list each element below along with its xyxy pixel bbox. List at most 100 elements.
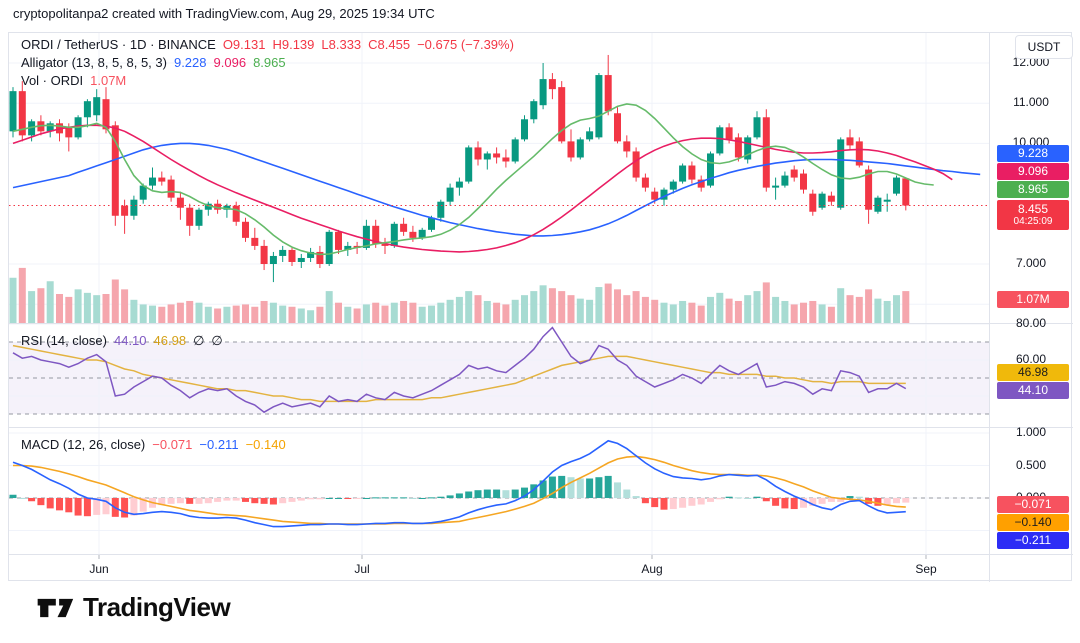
volume-bar	[493, 302, 501, 323]
alligator-teeth-value: 9.096	[213, 55, 247, 70]
macd-histogram-bar	[418, 498, 426, 499]
candle-body	[83, 101, 91, 118]
candle-body	[400, 223, 408, 232]
candle-body	[827, 195, 835, 202]
volume-bar	[372, 302, 380, 323]
macd-histogram-bar	[669, 498, 677, 510]
volume-bar	[716, 292, 724, 323]
macd-histogram-bar	[632, 496, 640, 498]
candle-body	[846, 137, 854, 146]
currency-button[interactable]: USDT	[1015, 35, 1073, 59]
macd-histogram-bar	[335, 498, 342, 499]
macd-histogram-bar	[827, 498, 835, 502]
candle-body	[167, 179, 175, 198]
countdown-timer: 04:25:09	[1013, 216, 1053, 227]
macd-histogram-bar	[316, 498, 324, 500]
volume-bar	[28, 291, 36, 323]
signal-badge: −0.140	[997, 514, 1069, 531]
chart-canvas[interactable]	[9, 33, 1073, 582]
alligator-lips-value: 8.965	[253, 55, 286, 70]
price-badge: 8.455 04:25:09	[997, 200, 1069, 230]
tradingview-logo[interactable]: TradingView	[36, 592, 231, 623]
macd-histogram-bar	[837, 498, 845, 502]
volume-bar	[353, 308, 361, 323]
volume-bar	[251, 306, 259, 323]
volume-bar	[874, 298, 882, 323]
macd-histogram-bar	[372, 497, 380, 499]
candle-body	[46, 123, 54, 132]
volume-label[interactable]: Vol · ORDI	[21, 73, 84, 88]
candle-body	[632, 151, 640, 178]
volume-bar	[697, 305, 705, 323]
macd-histogram-bar	[772, 498, 780, 506]
volume-bar	[614, 289, 621, 323]
candle-body	[269, 255, 277, 264]
candle-body	[707, 153, 714, 186]
volume-bar	[539, 285, 547, 323]
month-label-aug: Aug	[641, 562, 663, 576]
macd-histogram-bar	[223, 498, 231, 501]
rsi-label[interactable]: RSI (14, close)	[21, 333, 107, 348]
macd-histogram-bar	[65, 498, 73, 513]
month-label-sep: Sep	[915, 562, 937, 576]
volume-bar	[744, 295, 752, 323]
candle-body	[325, 231, 333, 264]
tradingview-logo-icon	[37, 598, 74, 617]
candle-body	[437, 201, 445, 218]
macd-label[interactable]: MACD (12, 26, close)	[21, 437, 146, 452]
volume-bar	[288, 306, 296, 323]
candle-body	[753, 117, 761, 138]
candle-body	[18, 91, 26, 136]
macd-histogram-bar	[902, 498, 910, 503]
macd-histogram-bar	[474, 490, 482, 498]
macd-histogram-bar	[809, 498, 817, 506]
candle-body	[837, 139, 845, 208]
volume-bar	[93, 295, 101, 323]
volume-bar	[158, 306, 166, 323]
candle-body	[576, 139, 584, 158]
candle-body	[65, 127, 73, 138]
volume-bar	[734, 300, 742, 323]
volume-bar	[56, 294, 63, 323]
candle-body	[102, 99, 110, 130]
volume-bar	[214, 308, 222, 323]
macd-histogram-bar	[855, 496, 863, 498]
candle-body	[567, 141, 575, 158]
candle-body	[279, 249, 287, 256]
volume-bar	[102, 294, 110, 323]
volume-bar	[558, 291, 566, 323]
volume-bar	[604, 283, 612, 323]
macd-histogram-bar	[437, 496, 445, 498]
volume-bar	[753, 291, 761, 323]
macd-histogram-bar	[279, 498, 287, 504]
rsi-value: 44.10	[113, 333, 147, 348]
tradingview-logo-text: TradingView	[83, 592, 231, 622]
symbol-title[interactable]: ORDI / TetherUS · 1D · BINANCE	[21, 37, 216, 52]
candle-body	[335, 231, 342, 250]
macd-histogram-bar	[28, 498, 36, 502]
alligator-label[interactable]: Alligator (13, 8, 5, 8, 5, 3)	[21, 55, 167, 70]
candle-body	[697, 179, 705, 188]
volume-bar	[204, 306, 212, 323]
volume-bar	[790, 304, 798, 323]
candle-body	[390, 223, 398, 246]
volume-bar	[772, 296, 780, 323]
candle-body	[614, 113, 621, 142]
volume-bar	[567, 295, 575, 323]
candle-body	[204, 203, 212, 210]
volume-bar	[827, 306, 835, 323]
macd-histogram-bar	[428, 497, 435, 499]
candle-body	[130, 199, 138, 216]
volume-bar	[242, 304, 249, 323]
price-tick-label: 7.000	[1015, 256, 1047, 270]
volume-bar	[725, 298, 733, 323]
macd-tick-label: 0.500	[1015, 457, 1047, 472]
ohlc-low: L8.333	[321, 37, 362, 52]
volume-bar	[483, 300, 491, 323]
volume-bar	[576, 298, 584, 323]
macd-histogram-bar	[139, 498, 147, 512]
macd-signal-value: −0.140	[245, 437, 286, 452]
candle-body	[688, 165, 696, 180]
candle-body	[669, 181, 677, 190]
lips-badge: 8.965	[997, 181, 1069, 198]
